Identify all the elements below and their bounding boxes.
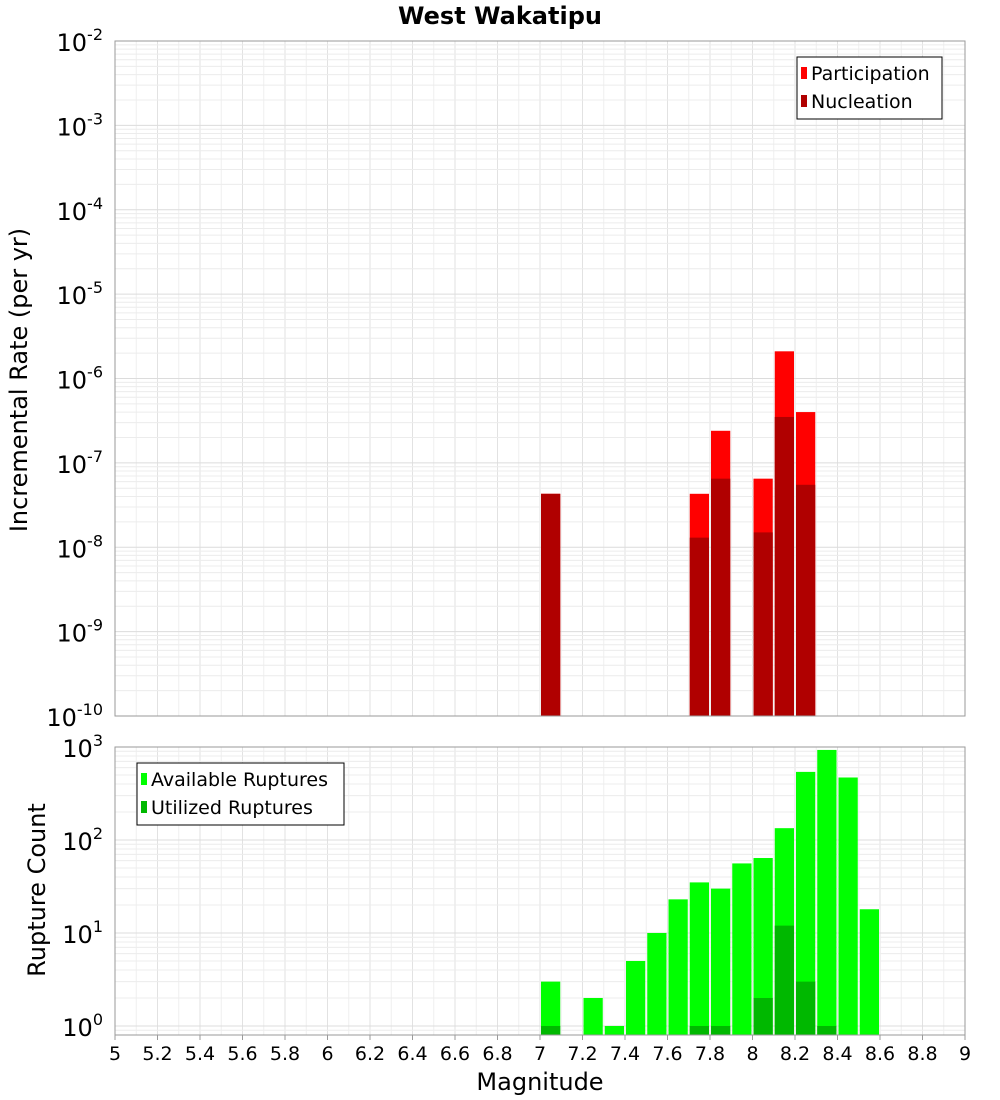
y-tick-label: 100 bbox=[62, 1010, 103, 1042]
overlay-bar-nucleation bbox=[796, 484, 816, 716]
bar-available-ruptures bbox=[626, 960, 646, 1035]
x-tick-label: 6 bbox=[321, 1043, 333, 1065]
overlay-bar-utilized-ruptures bbox=[774, 925, 794, 1035]
x-tick-label: 5.6 bbox=[227, 1043, 257, 1065]
overlay-bar-utilized-ruptures bbox=[689, 1025, 709, 1035]
bar-available-ruptures bbox=[541, 981, 561, 1035]
overlay-bar-nucleation bbox=[711, 478, 731, 716]
legend-label: Available Ruptures bbox=[151, 769, 328, 791]
x-tick-label: 6.6 bbox=[440, 1043, 470, 1065]
y-tick-label: 10-4 bbox=[57, 194, 104, 226]
bar-available-ruptures bbox=[796, 771, 816, 1035]
y-tick-label: 103 bbox=[62, 731, 103, 763]
x-tick-label: 7.2 bbox=[567, 1043, 597, 1065]
x-tick-label: 6.2 bbox=[355, 1043, 385, 1065]
incremental-rate-axis-title: Incremental Rate (per yr) bbox=[5, 228, 33, 532]
overlay-bar-nucleation bbox=[753, 532, 773, 716]
y-tick-label: 10-3 bbox=[57, 109, 104, 141]
x-tick-label: 8.4 bbox=[822, 1043, 852, 1065]
legend-label: Participation bbox=[811, 63, 930, 85]
x-tick-label: 7.8 bbox=[695, 1043, 725, 1065]
bar-available-ruptures bbox=[583, 997, 603, 1035]
bar-available-ruptures bbox=[668, 899, 688, 1035]
chart-title: West Wakatipu bbox=[398, 2, 602, 30]
x-tick-label: 6.4 bbox=[397, 1043, 427, 1065]
plot-frame bbox=[114, 40, 966, 717]
legend-label: Nucleation bbox=[811, 91, 913, 113]
overlay-bar-utilized-ruptures bbox=[796, 981, 816, 1035]
legend-swatch bbox=[141, 773, 147, 785]
y-tick-label: 10-10 bbox=[46, 700, 103, 732]
bar-available-ruptures bbox=[647, 932, 667, 1035]
x-tick-label: 9 bbox=[959, 1043, 971, 1065]
x-tick-label: 5 bbox=[109, 1043, 121, 1065]
legend: Available Ruptures Utilized Ruptures bbox=[136, 762, 345, 826]
y-tick-label: 10-7 bbox=[57, 447, 104, 479]
bar-available-ruptures bbox=[817, 749, 837, 1035]
x-tick-label: 8.6 bbox=[865, 1043, 895, 1065]
bar-available-ruptures bbox=[859, 909, 879, 1035]
incremental-rate-panel: 10-10 10-9 10-8 10-7 10-6 10-5 10-4 10-3 10-2 Par… bbox=[46, 25, 966, 732]
legend-swatch bbox=[141, 801, 147, 813]
x-tick-label: 6.8 bbox=[482, 1043, 512, 1065]
overlay-bar-nucleation bbox=[541, 493, 561, 716]
overlay-bar-nucleation bbox=[689, 537, 709, 716]
x-tick-label: 7.6 bbox=[652, 1043, 682, 1065]
bar-available-ruptures bbox=[753, 858, 773, 1035]
rupture-count-axis-title: Rupture Count bbox=[23, 803, 51, 977]
bar-available-ruptures bbox=[711, 888, 731, 1035]
x-tick-label: 7.4 bbox=[610, 1043, 640, 1065]
y-tick-label: 101 bbox=[62, 917, 103, 949]
bar-available-ruptures bbox=[604, 1025, 624, 1035]
x-tick-label: 7 bbox=[534, 1043, 546, 1065]
overlay-bar-utilized-ruptures bbox=[711, 1025, 731, 1035]
legend-label: Utilized Ruptures bbox=[151, 797, 313, 819]
legend-box bbox=[136, 762, 345, 826]
legend-swatch bbox=[801, 95, 807, 107]
bar-available-ruptures bbox=[689, 882, 709, 1035]
legend-box bbox=[796, 56, 943, 120]
y-tick-label: 102 bbox=[62, 824, 103, 856]
y-tick-label: 10-9 bbox=[57, 616, 104, 648]
overlay-bar-utilized-ruptures bbox=[541, 1025, 561, 1035]
x-tick-label: 8.2 bbox=[780, 1043, 810, 1065]
x-tick-label: 5.8 bbox=[270, 1043, 300, 1065]
y-tick-label: 10-2 bbox=[57, 25, 104, 57]
x-tick-label: 5.2 bbox=[142, 1043, 172, 1065]
y-tick-label: 10-6 bbox=[57, 363, 104, 395]
y-tick-label: 10-5 bbox=[57, 278, 104, 310]
legend-swatch bbox=[801, 67, 807, 79]
overlay-bar-utilized-ruptures bbox=[753, 997, 773, 1035]
legend: Participation Nucleation bbox=[796, 56, 943, 120]
y-tick-label: 10-8 bbox=[57, 531, 104, 563]
x-tick-label: 5.4 bbox=[185, 1043, 215, 1065]
x-tick-label: 8 bbox=[746, 1043, 758, 1065]
overlay-bar-utilized-ruptures bbox=[817, 1025, 837, 1035]
x-tick-label: 8.8 bbox=[907, 1043, 937, 1065]
overlay-bar-nucleation bbox=[774, 416, 794, 716]
bar-available-ruptures bbox=[732, 863, 752, 1035]
magnitude-axis-title: Magnitude bbox=[476, 1068, 603, 1096]
bar-available-ruptures bbox=[838, 777, 858, 1035]
